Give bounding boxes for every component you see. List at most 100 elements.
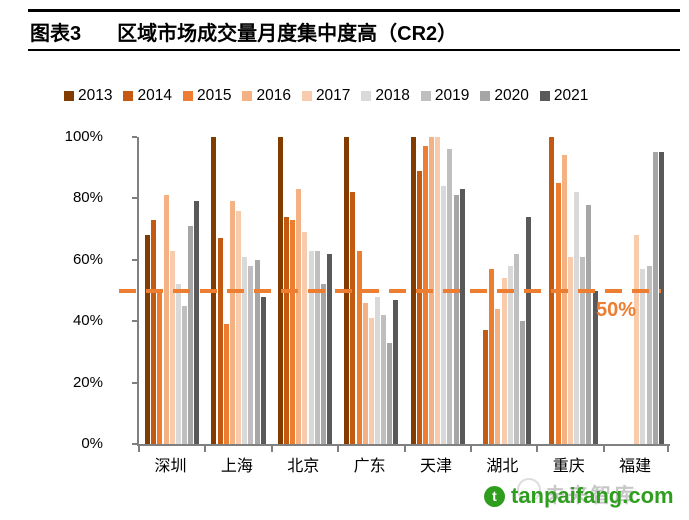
bar-上海-2015 xyxy=(223,324,229,444)
y-tick-100% xyxy=(132,136,137,138)
figure-number: 图表3 xyxy=(30,22,82,45)
x-tick-4 xyxy=(403,446,406,452)
bar-福建-2018 xyxy=(640,269,646,444)
legend-label-2013: 2013 xyxy=(78,87,113,104)
legend-swatch-2020 xyxy=(480,91,491,101)
x-axis-label-福建: 福建 xyxy=(619,458,652,475)
bar-天津-2018 xyxy=(441,186,447,444)
x-tick-6 xyxy=(536,446,539,452)
bar-广东-2020 xyxy=(387,342,393,444)
bar-北京-2015 xyxy=(290,219,296,444)
bar-深圳-2020 xyxy=(188,226,194,444)
bar-深圳-2018 xyxy=(175,284,181,444)
bar-重庆-2016 xyxy=(561,155,567,444)
x-tick-5 xyxy=(469,446,472,452)
legend-swatch-2014 xyxy=(123,91,134,101)
x-axis-label-湖北: 湖北 xyxy=(486,458,519,475)
x-axis-label-重庆: 重庆 xyxy=(552,458,585,475)
bar-湖北-2015 xyxy=(489,269,495,444)
bar-北京-2020 xyxy=(320,284,326,444)
y-tick-60% xyxy=(132,258,137,261)
legend-label-2019: 2019 xyxy=(434,87,470,104)
x-axis-label-深圳: 深圳 xyxy=(154,458,187,475)
y-axis-label-80%: 80% xyxy=(72,189,103,207)
bar-深圳-2016 xyxy=(163,195,169,444)
legend-label-2014: 2014 xyxy=(137,87,172,104)
bar-重庆-2020 xyxy=(586,204,592,444)
legend-item-2021: 2021 xyxy=(539,86,588,106)
legend-item-2017: 2017 xyxy=(301,86,350,106)
bar-重庆-2019 xyxy=(580,256,586,444)
bar-福建-2021 xyxy=(658,152,664,444)
bar-广东-2017 xyxy=(368,318,374,444)
bar-北京-2014 xyxy=(283,216,289,444)
bar-天津-2015 xyxy=(422,146,428,444)
bar-湖北-2018 xyxy=(507,265,513,444)
legend-swatch-2021 xyxy=(539,91,550,101)
y-axis-label-60%: 60% xyxy=(72,250,103,268)
bar-重庆-2021 xyxy=(592,290,598,444)
legend-swatch-2018 xyxy=(361,91,372,101)
reference-line-label: 50% xyxy=(596,299,637,321)
bar-湖北-2019 xyxy=(513,253,519,444)
bar-上海-2016 xyxy=(229,201,235,444)
y-axis-label-40%: 40% xyxy=(72,312,103,330)
bar-天津-2021 xyxy=(459,189,465,444)
bar-上海-2021 xyxy=(260,296,266,444)
x-tick-0 xyxy=(138,446,140,452)
header-divider xyxy=(28,49,680,51)
tanpaifang-watermark: tanpaifang.com xyxy=(511,483,674,508)
legend-label-2016: 2016 xyxy=(256,87,291,104)
x-tick-3 xyxy=(337,446,340,452)
bar-重庆-2018 xyxy=(574,192,580,444)
figure-header: 图表3 区域市场成交量月度集中度高（CR2） xyxy=(30,15,679,47)
bar-广东-2016 xyxy=(362,302,368,444)
legend-item-2015: 2015 xyxy=(182,86,232,106)
bar-湖北-2014 xyxy=(483,330,489,444)
bar-深圳-2014 xyxy=(151,219,157,444)
bar-福建-2019 xyxy=(646,265,652,444)
legend-label-2015: 2015 xyxy=(196,87,232,104)
bar-深圳-2013 xyxy=(145,235,151,444)
bar-北京-2016 xyxy=(296,189,302,444)
tanpaifang-logo-icon: t xyxy=(484,486,505,507)
y-axis-label-20%: 20% xyxy=(72,373,103,391)
x-axis-label-北京: 北京 xyxy=(287,458,320,475)
legend-swatch-2013 xyxy=(64,91,74,101)
x-axis-label-广东: 广东 xyxy=(353,458,386,475)
y-tick-0% xyxy=(132,443,137,445)
bar-深圳-2019 xyxy=(181,305,187,444)
x-tick-8 xyxy=(667,446,669,452)
bar-北京-2017 xyxy=(302,232,308,444)
top-rule xyxy=(28,9,680,12)
x-axis-label-天津: 天津 xyxy=(419,458,452,475)
legend-item-2014: 2014 xyxy=(123,86,172,106)
bar-上海-2014 xyxy=(217,238,223,444)
bar-上海-2020 xyxy=(254,259,260,444)
bar-湖北-2016 xyxy=(495,308,501,444)
reference-line-50pct xyxy=(119,288,661,293)
bar-福建-2017 xyxy=(634,235,640,444)
x-tick-2 xyxy=(270,446,273,452)
bar-天津-2020 xyxy=(453,195,459,444)
bar-湖北-2020 xyxy=(520,321,526,444)
bar-北京-2019 xyxy=(314,250,320,444)
legend-swatch-2019 xyxy=(420,91,431,101)
bar-上海-2019 xyxy=(248,265,254,444)
bar-广东-2019 xyxy=(381,315,387,444)
bar-广东-2021 xyxy=(393,299,399,444)
legend-label-2018: 2018 xyxy=(375,87,410,104)
bar-深圳-2021 xyxy=(194,201,200,444)
bar-重庆-2015 xyxy=(555,183,561,444)
bar-广东-2014 xyxy=(350,192,356,444)
y-axis-label-100%: 100% xyxy=(64,128,103,145)
legend-item-2019: 2019 xyxy=(420,86,470,106)
x-tick-7 xyxy=(602,446,605,452)
x-tick-1 xyxy=(204,446,207,452)
bar-广东-2015 xyxy=(356,250,362,444)
legend-item-2016: 2016 xyxy=(242,86,291,106)
y-axis-label-0%: 0% xyxy=(81,435,103,452)
legend-swatch-2017 xyxy=(301,91,312,101)
